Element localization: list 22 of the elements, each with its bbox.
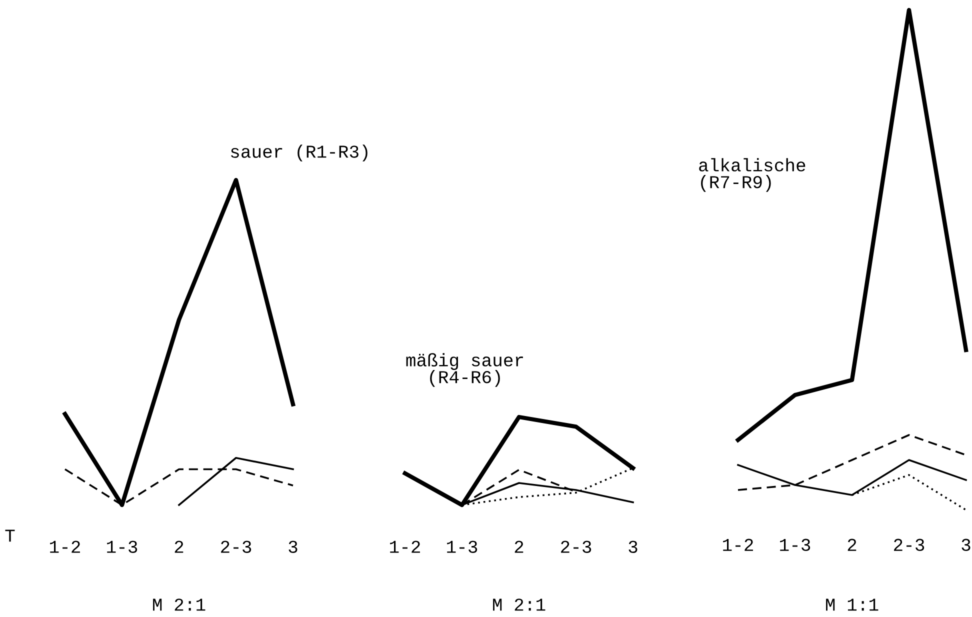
x-tick-label: 3 (628, 540, 638, 553)
text: M 1:1 (826, 598, 878, 611)
text: M 2:1 (493, 598, 546, 611)
x-tick-label: 1-2 (723, 538, 753, 551)
x-tick-label: 1-3 (780, 538, 810, 552)
x-tick-label: 2 (174, 540, 184, 553)
x-tick-label: 2 (514, 540, 524, 553)
x-tick-label: 1-2 (390, 540, 420, 553)
chart-title: mäßig sauer (R4-R6) (406, 353, 523, 387)
x-tick-label: 2 (848, 538, 856, 551)
text: alkalische (R7-R9) (699, 158, 806, 192)
x-tick-label: 2-3 (561, 540, 592, 553)
x-tick-label: 1-2 (50, 540, 80, 553)
x-tick-label: 3 (962, 538, 970, 552)
x-tick-label: 2-3 (894, 538, 924, 552)
x-tick-label: 3 (288, 540, 298, 553)
chart-title: sauer (R1-R3) (231, 144, 368, 162)
x-tick-label: 1-3 (107, 540, 138, 553)
x-tick-label: 1-3 (447, 540, 478, 553)
x-axis-title: T (5, 530, 15, 542)
text: M 2:1 (153, 598, 206, 611)
x-tick-label: 2-3 (221, 540, 252, 553)
